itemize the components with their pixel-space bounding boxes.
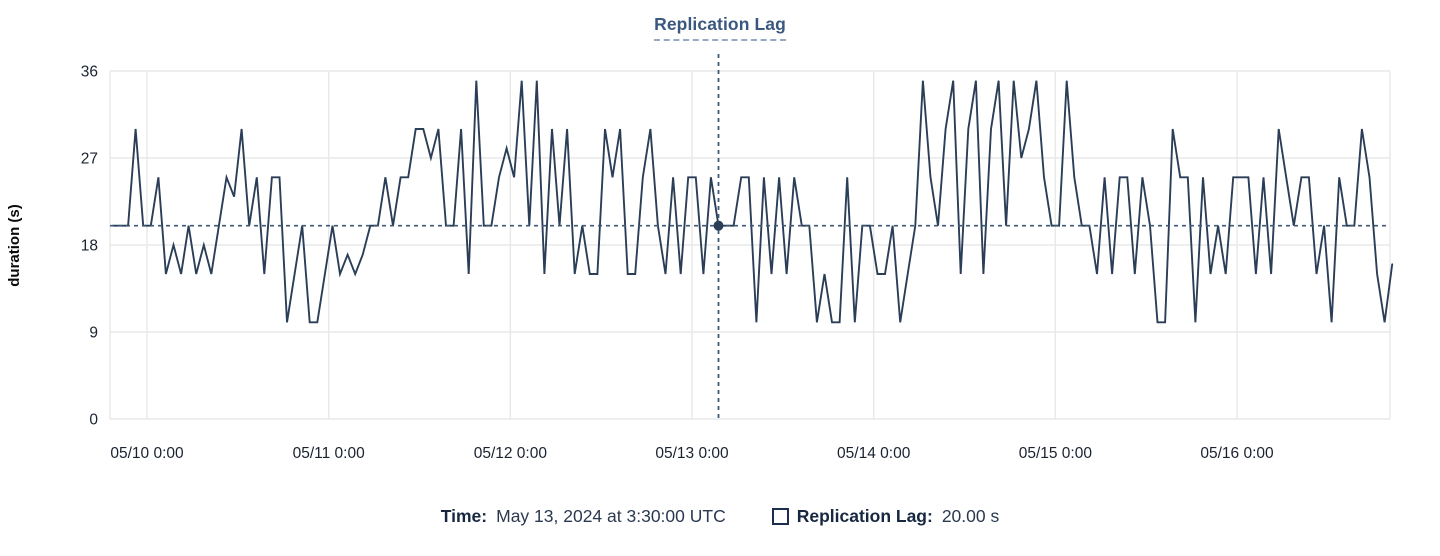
x-tick-label: 05/15 0:00 bbox=[1019, 445, 1093, 462]
x-tick-label: 05/16 0:00 bbox=[1200, 445, 1274, 462]
x-tick-label: 05/11 0:00 bbox=[293, 445, 365, 462]
replication-lag-chart[interactable]: 05/10 0:00 05/11 0:00 05/12 0:00 05/13 0:00… bbox=[0, 0, 1440, 500]
x-tick-label: 05/14 0:00 bbox=[837, 445, 911, 462]
crosshair-dot bbox=[713, 220, 724, 231]
x-tick-label: 05/10 0:00 bbox=[110, 445, 184, 462]
y-tick-label: 27 bbox=[81, 151, 98, 168]
x-tick-label: 05/13 0:00 bbox=[655, 445, 729, 462]
chart-header: Replication Lag bbox=[0, 14, 1440, 41]
series-label[interactable]: Replication Lag: bbox=[796, 506, 933, 526]
y-tick-label: 36 bbox=[81, 64, 98, 81]
y-tick-label: 0 bbox=[89, 412, 98, 429]
y-tick-label: 18 bbox=[81, 238, 98, 255]
lag-line-series bbox=[111, 80, 1394, 324]
tooltip-time-label: Time: bbox=[440, 506, 488, 526]
chart-title[interactable]: Replication Lag bbox=[654, 14, 786, 41]
series-swatch-icon[interactable] bbox=[771, 508, 789, 525]
y-tick-label: 9 bbox=[89, 325, 98, 342]
tooltip-legend-row: Time: May 13, 2024 at 3:30:00 UTC Replic… bbox=[0, 506, 1440, 527]
series-value: 20.00 s bbox=[941, 506, 1000, 526]
x-tick-label: 05/12 0:00 bbox=[474, 445, 548, 462]
tooltip-time-value: May 13, 2024 at 3:30:00 UTC bbox=[496, 506, 726, 526]
